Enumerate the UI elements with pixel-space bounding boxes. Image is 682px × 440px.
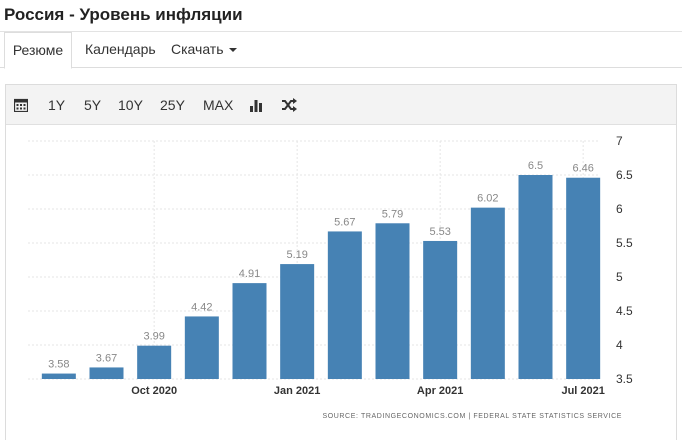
bar xyxy=(184,316,219,379)
data-label: 4.42 xyxy=(191,301,212,313)
tab-bar: Резюме Календарь Скачать xyxy=(0,32,682,69)
range-25y-label: 25Y xyxy=(160,97,185,113)
bar xyxy=(470,207,505,379)
y-tick-label: 5 xyxy=(616,270,623,284)
y-tick-label: 4 xyxy=(616,338,623,352)
data-label: 5.67 xyxy=(334,216,355,228)
bar xyxy=(137,345,172,379)
bar xyxy=(423,240,458,379)
caret-down-icon xyxy=(228,48,237,53)
data-label: 3.99 xyxy=(143,331,164,343)
page-title: Россия - Уровень инфляции xyxy=(4,5,243,24)
chart-panel: 1Y 5Y 10Y 25Y MAX xyxy=(5,84,677,440)
tab-calendar-label: Календарь xyxy=(85,41,156,57)
data-label: 6.46 xyxy=(572,163,593,175)
range-max-label: MAX xyxy=(203,97,234,113)
tab-download[interactable]: Скачать xyxy=(171,32,237,68)
data-label: 3.67 xyxy=(96,352,117,364)
calendar-icon xyxy=(13,98,29,112)
bar xyxy=(41,373,76,379)
x-tick-label: Oct 2020 xyxy=(131,385,177,397)
range-1y-button[interactable]: 1Y xyxy=(48,85,65,125)
tab-summary-label: Резюме xyxy=(12,42,64,58)
tab-summary[interactable]: Резюме xyxy=(4,32,72,69)
bar xyxy=(280,264,315,379)
y-tick-label: 6.5 xyxy=(616,168,633,182)
range-10y-label: 10Y xyxy=(118,97,143,113)
range-5y-button[interactable]: 5Y xyxy=(84,85,101,125)
range-5y-label: 5Y xyxy=(84,97,102,113)
x-tick-label: Jan 2021 xyxy=(274,385,320,397)
page-header: Россия - Уровень инфляции xyxy=(0,0,682,32)
bar xyxy=(375,223,410,379)
y-tick-label: 4.5 xyxy=(616,304,633,318)
x-tick-label: Jul 2021 xyxy=(561,385,604,397)
data-label: 5.19 xyxy=(286,249,307,261)
data-label: 3.58 xyxy=(48,359,69,371)
calendar-button[interactable] xyxy=(13,85,29,125)
shuffle-icon xyxy=(282,97,297,112)
range-10y-button[interactable]: 10Y xyxy=(118,85,143,125)
range-1y-label: 1Y xyxy=(48,97,66,113)
bar xyxy=(327,231,362,379)
chart-toolbar: 1Y 5Y 10Y 25Y MAX xyxy=(6,85,676,125)
bar xyxy=(566,177,601,379)
y-tick-label: 5.5 xyxy=(616,236,633,250)
data-label: 5.79 xyxy=(382,208,403,220)
chart-source: SOURCE: TRADINGECONOMICS.COM | FEDERAL S… xyxy=(322,413,622,420)
bar xyxy=(232,283,267,379)
range-max-button[interactable]: MAX xyxy=(203,85,233,125)
tab-calendar[interactable]: Календарь xyxy=(85,32,156,68)
data-label: 6.5 xyxy=(528,160,543,172)
chart-type-button[interactable] xyxy=(249,85,263,125)
y-tick-label: 7 xyxy=(616,134,623,148)
bar xyxy=(518,175,553,379)
range-25y-button[interactable]: 25Y xyxy=(160,85,185,125)
compare-button[interactable] xyxy=(281,85,297,125)
y-tick-label: 6 xyxy=(616,202,623,216)
data-label: 6.02 xyxy=(477,193,498,205)
bar-chart-icon xyxy=(250,99,262,112)
bar xyxy=(89,367,124,379)
x-tick-label: Apr 2021 xyxy=(417,385,463,397)
data-label: 4.91 xyxy=(239,268,260,280)
y-tick-label: 3.5 xyxy=(616,372,633,386)
data-label: 5.53 xyxy=(429,226,450,238)
tab-download-label: Скачать xyxy=(171,41,224,57)
